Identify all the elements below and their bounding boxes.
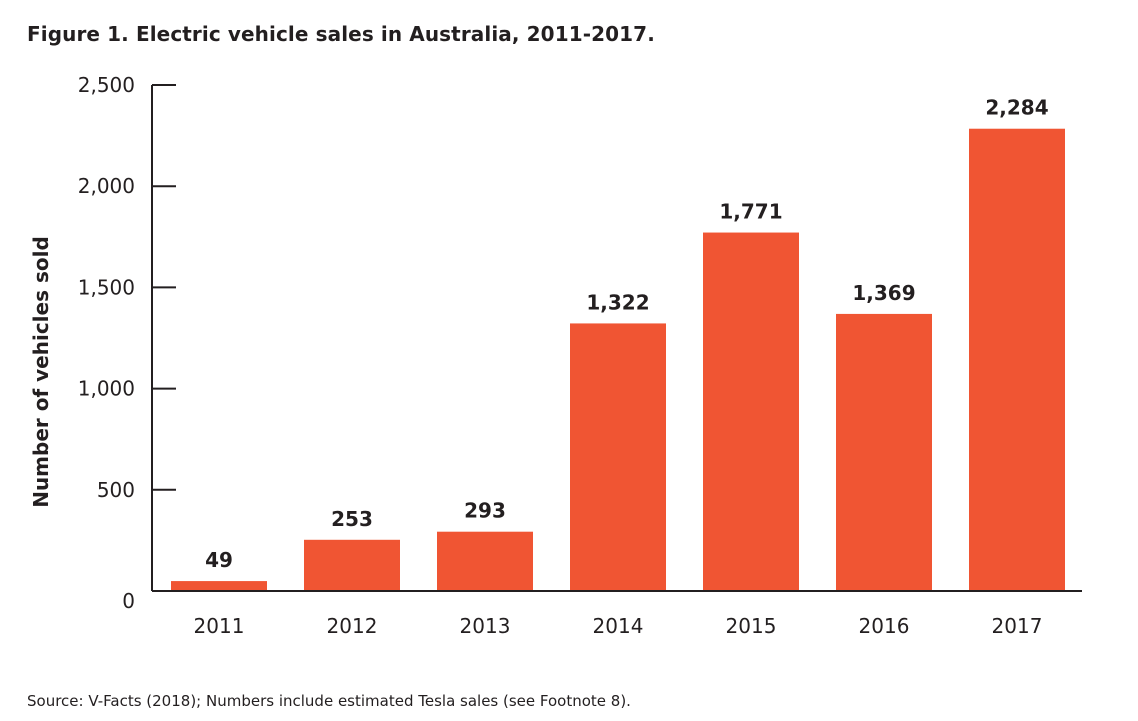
- axes-layer: 2011 2012 2013 2014 2015 2016 2017 0 500 1,000 1,5…: [78, 73, 1082, 638]
- y-tick-label-2500: 2,500: [78, 73, 135, 97]
- x-tick-label-2016: 2016: [859, 614, 910, 638]
- bars-layer: [171, 128, 1065, 592]
- figure-title: Figure 1. Electric vehicle sales in Aust…: [27, 22, 655, 46]
- data-label-2014: 1,322: [586, 290, 649, 314]
- bar-2017: [969, 128, 1065, 592]
- y-tick-label-1500: 1,500: [78, 275, 135, 299]
- x-tick-label-2014: 2014: [593, 614, 644, 638]
- bar-2011: [171, 581, 267, 591]
- bar-2012: [304, 539, 400, 591]
- x-tick-label-2013: 2013: [460, 614, 511, 638]
- data-label-2017: 2,284: [985, 96, 1048, 120]
- bar-2015: [703, 232, 799, 591]
- y-tick-label-2000: 2,000: [78, 174, 135, 198]
- data-label-2012: 253: [331, 507, 373, 531]
- data-label-2013: 293: [464, 499, 506, 523]
- x-tick-label-2012: 2012: [327, 614, 378, 638]
- y-axis-title: Number of vehicles sold: [29, 236, 53, 508]
- data-label-2015: 1,771: [719, 200, 782, 224]
- bar-2013: [437, 531, 533, 591]
- x-tick-label-2011: 2011: [194, 614, 245, 638]
- data-label-2011: 49: [205, 548, 233, 572]
- data-labels-layer: 49 253 293 1,322 1,771 1,369 2,284: [205, 96, 1049, 572]
- y-tick-label-0: 0: [122, 589, 135, 613]
- bar-2014: [570, 323, 666, 591]
- y-tick-label-1000: 1,000: [78, 377, 135, 401]
- y-tick-label-500: 500: [97, 478, 135, 502]
- x-tick-label-2017: 2017: [992, 614, 1043, 638]
- source-note: Source: V-Facts (2018); Numbers include …: [27, 692, 631, 710]
- data-label-2016: 1,369: [852, 281, 915, 305]
- x-tick-label-2015: 2015: [726, 614, 777, 638]
- bar-2016: [836, 313, 932, 591]
